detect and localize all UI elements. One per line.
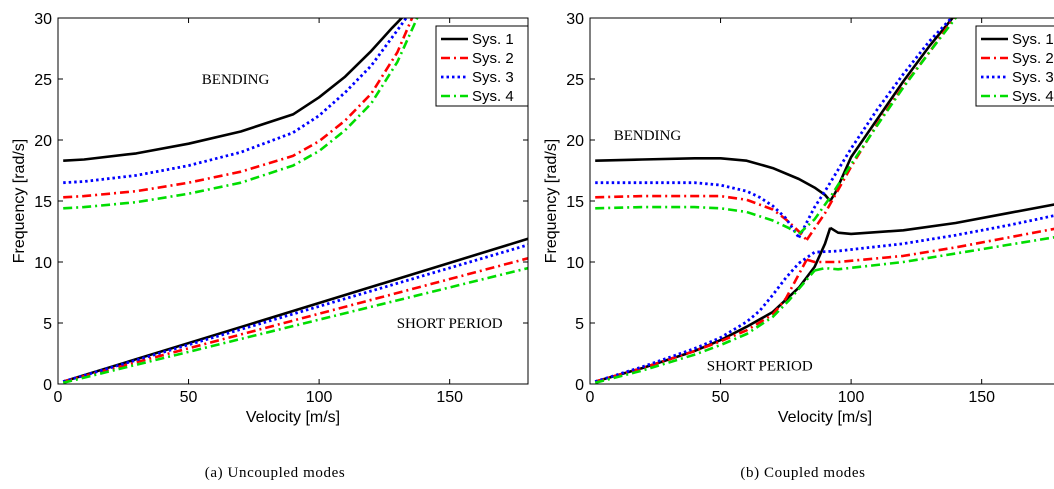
series-line-sys-3-branch-2 [797,18,954,239]
series-group [62,18,528,384]
series-line-sys-1-branch-1 [63,18,404,162]
annotations: BENDING SHORT PERIOD [202,72,503,332]
series-line-sys-1-branch-2 [829,18,955,202]
series-line-sys-4-branch-1 [63,18,419,210]
series-line-sys-4-branch-1 [595,205,800,236]
y-axis-label: Frequency [rad/s] [11,139,28,264]
y-tick-label: 20 [34,133,52,150]
y-tick-label: 20 [566,133,584,150]
series-line-sys-3-branch-3 [594,262,800,383]
annotations: BENDING SHORT PERIOD [614,128,813,375]
y-tick-label: 5 [575,316,584,333]
axis-ticks: 0 50 100 150 0 5 10 15 20 25 30 [566,11,995,406]
legend: Sys. 1 Sys. 2 Sys. 3 Sys. 4 [975,25,1054,107]
chart-panel-uncoupled: 0 50 100 150 0 5 10 15 20 25 30 Velocity [m/s] Fre… [11,11,529,481]
y-tick-label: 0 [575,377,584,394]
legend-label: Sys. 1 [1012,31,1054,48]
x-tick-label: 50 [712,389,730,406]
series-line-sys-4-branch-3 [594,269,816,384]
y-tick-label: 30 [566,11,584,28]
annotation-bending: BENDING [614,128,682,144]
series-line-sys-4-branch-2 [62,266,528,384]
legend-label: Sys. 3 [472,69,514,86]
chart-panel-coupled: 0 50 100 150 0 5 10 15 20 25 30 Velocity [m/s] Fre… [543,11,1054,481]
series-line-sys-3-branch-2 [62,243,528,383]
series-group [594,18,1054,384]
axis-ticks: 0 50 100 150 0 5 10 15 20 25 30 [34,11,528,406]
legend: Sys. 1 Sys. 2 Sys. 3 Sys. 4 [435,25,529,107]
x-tick-label: 0 [586,389,595,406]
annotation-bending: BENDING [202,72,270,88]
x-tick-label: 0 [54,389,63,406]
y-tick-label: 30 [34,11,52,28]
legend-label: Sys. 2 [1012,50,1054,67]
x-tick-label: 50 [180,389,198,406]
series-line-sys-1-branch-1 [595,157,832,202]
series-line-sys-2-branch-1 [63,18,414,199]
annotation-short-period: SHORT PERIOD [707,359,813,375]
series-line-sys-2-branch-4 [806,227,1054,264]
x-axis-label: Velocity [m/s] [246,409,340,426]
series-line-sys-2-branch-1 [595,194,808,241]
x-axis-label: Velocity [m/s] [778,409,872,426]
series-line-sys-4-branch-2 [798,18,958,235]
legend-label: Sys. 3 [1012,69,1054,86]
y-tick-label: 15 [34,194,52,211]
legend-label: Sys. 4 [1012,88,1054,105]
series-line-sys-3-branch-1 [595,181,801,239]
y-tick-label: 0 [43,377,52,394]
y-tick-label: 10 [34,255,52,272]
y-tick-label: 25 [566,72,584,89]
x-tick-label: 150 [436,389,463,406]
legend-label: Sys. 4 [472,88,514,105]
x-tick-label: 150 [968,389,995,406]
x-tick-label: 100 [838,389,865,406]
series-line-sys-4-branch-4 [814,236,1054,272]
caption: (a) Uncoupled modes [205,465,346,481]
y-tick-label: 25 [34,72,52,89]
series-line-sys-1-branch-4 [829,203,1054,236]
y-tick-label: 15 [566,194,584,211]
series-line-sys-1-branch-2 [62,237,528,383]
legend-label: Sys. 2 [472,50,514,67]
series-line-sys-3-branch-1 [63,18,408,185]
y-tick-label: 5 [43,316,52,333]
caption: (b) Coupled modes [740,465,865,481]
series-line-sys-2-branch-2 [62,257,528,383]
x-tick-label: 100 [306,389,333,406]
y-axis-label: Frequency [rad/s] [543,139,560,264]
series-line-sys-3-branch-4 [798,214,1054,265]
legend-label: Sys. 1 [472,31,514,48]
annotation-short-period: SHORT PERIOD [397,316,503,332]
series-line-sys-2-branch-3 [594,258,808,383]
y-tick-label: 10 [566,255,584,272]
